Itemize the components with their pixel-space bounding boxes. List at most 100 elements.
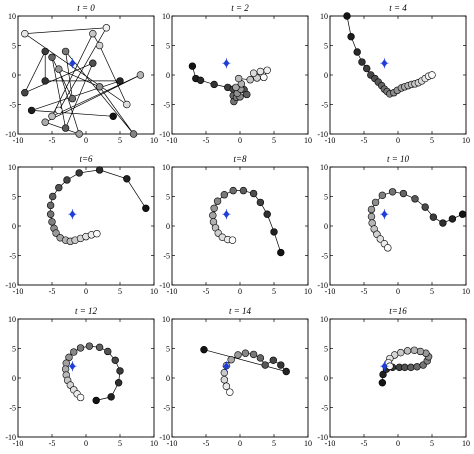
y-tick-label: -10 [159, 281, 170, 290]
chain-point [228, 236, 237, 244]
x-tick-label: 10 [150, 136, 158, 145]
panel-title: t = 12 [75, 306, 98, 316]
chain-point [222, 382, 231, 390]
chain-point [48, 112, 56, 121]
y-tick-label: 5 [166, 345, 170, 354]
chain-point [210, 80, 218, 89]
y-tick-label: -5 [163, 101, 170, 110]
x-tick-label: 10 [150, 439, 158, 448]
chain-point [410, 346, 419, 354]
target-marker [68, 58, 77, 69]
chain-point [428, 71, 436, 79]
x-tick-label: 10 [304, 287, 312, 296]
y-tick-label: 10 [162, 12, 170, 21]
plot-frame [171, 318, 309, 438]
chain-point [363, 64, 371, 73]
y-tick-label: 0 [324, 71, 328, 80]
chain-point [129, 130, 138, 138]
chain-point [388, 188, 397, 196]
chain-point [249, 350, 258, 359]
chain-point [109, 112, 117, 121]
chain-point [282, 367, 290, 376]
x-tick-label: -10 [325, 287, 336, 296]
y-tick-label: -5 [163, 404, 170, 413]
panel-6: t = 10 -10 -5 0 5 10 10 5 0 -5 -10 [317, 154, 470, 296]
chain-point [116, 77, 124, 85]
y-tick-label: 0 [12, 71, 16, 80]
y-tick-label: 10 [8, 315, 16, 324]
chain-point [210, 204, 218, 213]
chain-point [75, 169, 83, 177]
chain-point [89, 30, 97, 38]
plot-frame [171, 15, 309, 135]
panel-title: t = 10 [387, 154, 410, 164]
x-tick-label: -10 [13, 439, 24, 448]
target-marker [222, 209, 231, 220]
panel-title: t=16 [389, 306, 407, 316]
chain-point [123, 175, 131, 183]
chain-point [358, 58, 366, 66]
y-tick-label: -10 [317, 281, 328, 290]
chain-point [269, 356, 278, 364]
panel-9: t=16 -10 -5 0 5 10 10 5 0 -5 -10 [317, 306, 470, 448]
chain-point [353, 48, 361, 56]
x-tick-label: -5 [361, 439, 368, 448]
y-tick-label: -5 [321, 252, 328, 261]
x-tick-label: 10 [462, 136, 470, 145]
chain-point [70, 348, 78, 356]
chain-point [411, 195, 419, 203]
plot-frame [17, 15, 155, 135]
chain-point [61, 47, 70, 56]
y-tick-label: 5 [12, 345, 16, 354]
chain-point [249, 69, 258, 77]
target-marker [222, 58, 231, 69]
y-tick-label: 10 [320, 163, 328, 172]
chain-point [95, 343, 104, 352]
x-tick-label: 10 [462, 439, 470, 448]
panel-5: t=8 -10 -5 0 5 10 10 5 0 -5 -10 [159, 154, 312, 296]
panel-title: t = 4 [389, 3, 407, 13]
y-tick-label: -10 [5, 130, 16, 139]
chain-point [63, 176, 71, 184]
chain-point [261, 361, 269, 369]
chain-point [229, 186, 237, 195]
chain-point [76, 393, 85, 402]
chain-point [102, 24, 111, 32]
chain-point [343, 12, 351, 20]
chain-point [188, 62, 197, 70]
x-tick-label: -10 [13, 287, 24, 296]
chain-point [379, 370, 387, 379]
x-tick-label: 5 [272, 136, 276, 145]
chain-point [41, 47, 49, 56]
panel-8: t = 14 -10 -5 0 5 10 10 5 0 -5 -10 [159, 306, 312, 448]
y-tick-label: 5 [324, 345, 328, 354]
panel-title: t=6 [79, 154, 93, 164]
y-tick-label: -5 [9, 252, 16, 261]
panel-title: t = 0 [77, 3, 95, 13]
plot-frame [329, 318, 467, 438]
x-tick-label: -5 [49, 439, 56, 448]
plot-frame [17, 166, 155, 286]
chain-point [263, 66, 271, 74]
x-tick-label: 5 [430, 439, 434, 448]
y-tick-label: 0 [12, 222, 16, 231]
chain-point [256, 198, 265, 207]
chain-point [401, 363, 409, 372]
y-tick-label: 0 [12, 374, 16, 383]
y-tick-label: 5 [166, 42, 170, 51]
x-tick-label: -5 [361, 136, 368, 145]
panel-4: t=6 -10 -5 0 5 10 10 5 0 -5 -10 [5, 154, 158, 296]
y-tick-label: 0 [324, 222, 328, 231]
x-tick-label: 0 [396, 287, 400, 296]
chain-point [95, 41, 104, 50]
x-tick-label: 0 [396, 439, 400, 448]
target-marker [222, 361, 231, 372]
chain-point [407, 363, 415, 372]
y-tick-label: 10 [320, 12, 328, 21]
chain-point [399, 189, 408, 198]
chain-point [136, 71, 145, 79]
x-tick-label: 0 [396, 136, 400, 145]
chain-point [92, 396, 100, 405]
chain-point [220, 376, 229, 384]
chain-point [429, 213, 438, 221]
